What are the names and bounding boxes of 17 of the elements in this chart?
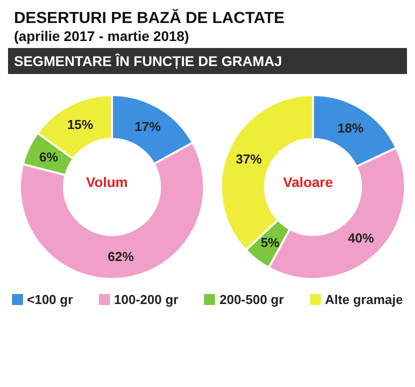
text: Valoare [283,174,334,190]
data-label: 6% [39,150,58,165]
text: Volum [86,174,128,190]
data-label: 18% [337,120,364,136]
legend-label: 100-200 gr [113,292,178,307]
data-label: 17% [134,119,162,134]
chart-title: DESERTURI PE BAZĂ DE LACTATE [13,8,286,28]
chart-subtitle: (aprilie 2017 - martie 2018) [13,28,190,46]
data-label: 5% [260,234,280,250]
data-label: 37% [236,152,262,167]
legend-label: Alte gramaje [324,292,403,307]
data-label: 62% [108,248,134,264]
legend-label: <100 gr [26,292,73,307]
legend-label: 200-500 gr [218,292,284,307]
data-label: 15% [67,117,94,132]
data-label: 40% [348,230,374,246]
text: SEGMENTARE ÎN FUNCȚIE DE GRAMAJ [8,48,407,74]
